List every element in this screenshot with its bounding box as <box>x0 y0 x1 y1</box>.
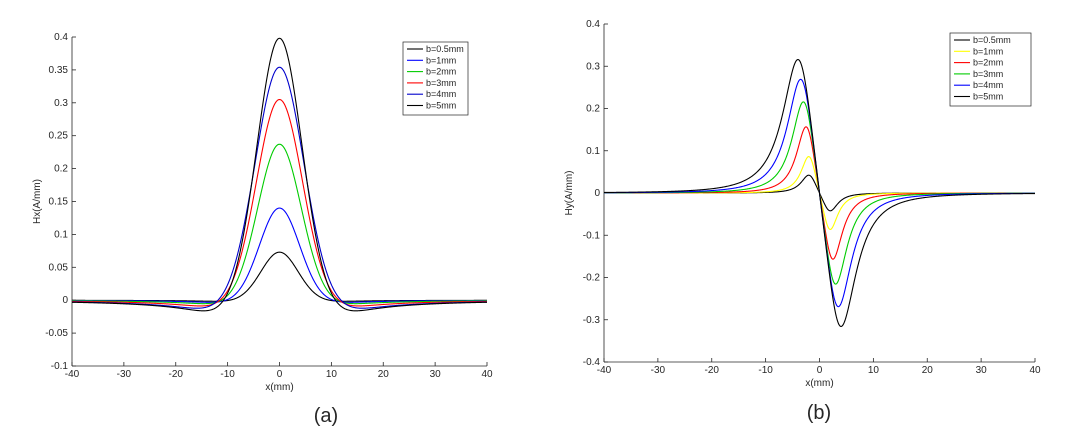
series-line <box>71 66 488 309</box>
legend-entry: b=3mm <box>973 69 1003 79</box>
y-tick-label: 0.35 <box>49 65 69 76</box>
legend-entry: b=5mm <box>973 92 1003 102</box>
legend-box <box>402 41 469 116</box>
x-tick-label: 10 <box>326 369 338 380</box>
x-tick-label: 40 <box>481 369 493 380</box>
x-tick-label: -30 <box>651 365 666 376</box>
legend-entry: b=4mm <box>973 80 1003 90</box>
y-tick-label: 0.05 <box>49 262 69 273</box>
legend-entry: b=1mm <box>426 55 456 65</box>
y-tick-label: 0.1 <box>54 229 68 240</box>
x-tick-label: -10 <box>758 365 773 376</box>
legend-entry: b=3mm <box>426 78 456 88</box>
legend-entry: b=2mm <box>973 58 1003 68</box>
x-tick-label: -20 <box>169 369 184 380</box>
chart-panel-a: -40 -30 -20 -10 0 10 20 30 40 -0.1 -0.05 0 0.05 0.1 0.… <box>32 32 493 427</box>
y-tick-label: -0.3 <box>583 315 601 326</box>
x-tick-label: 0 <box>817 365 823 376</box>
x-tick-label: -40 <box>597 365 612 376</box>
legend-box <box>949 32 1032 107</box>
y-tick-label: 0.3 <box>586 61 600 72</box>
legend-entry: b=0.5mm <box>426 44 464 54</box>
y-tick-label: 0.2 <box>54 164 68 175</box>
legend-entry: b=5mm <box>426 101 456 111</box>
legend-entry: b=1mm <box>973 46 1003 56</box>
x-tick-label: 40 <box>1029 365 1041 376</box>
x-tick-label: -10 <box>220 369 235 380</box>
series-line <box>71 251 488 302</box>
y-tick-label: 0 <box>62 295 68 306</box>
y-tick-label: 0.2 <box>586 104 600 115</box>
x-tick-label: 30 <box>976 365 988 376</box>
y-tick-label: 0.4 <box>586 19 600 30</box>
y-tick-label: -0.4 <box>583 357 601 368</box>
legend-entry: b=0.5mm <box>973 35 1011 45</box>
series-line <box>72 143 487 305</box>
y-tick-label: 0.3 <box>54 98 68 109</box>
series-line <box>72 207 487 303</box>
y-tick-label: 0 <box>594 188 600 199</box>
x-tick-label: 20 <box>378 369 390 380</box>
chart-panel-b: -40 -30 -20 -10 0 10 20 30 40 -0.4 -0.3 -0.2 -0.1 0 0.… <box>564 19 1041 424</box>
panel-caption: (b) <box>807 402 831 424</box>
legend-entry: b=4mm <box>426 89 456 99</box>
x-tick-label: 30 <box>430 369 442 380</box>
y-tick-label: 0.1 <box>586 146 600 157</box>
y-tick-label: 0.4 <box>54 32 68 43</box>
legend-entry: b=2mm <box>426 67 456 77</box>
y-tick-label: 0.25 <box>49 131 69 142</box>
x-tick-label: 0 <box>277 369 283 380</box>
series-line <box>71 37 488 312</box>
x-tick-label: -20 <box>705 365 720 376</box>
y-tick-label: -0.1 <box>583 230 601 241</box>
x-tick-label: -30 <box>117 369 132 380</box>
panel-caption: (a) <box>314 405 338 427</box>
y-axis-label: Hx(A/mm) <box>32 179 43 224</box>
x-tick-label: 20 <box>922 365 934 376</box>
y-tick-label: -0.2 <box>583 273 601 284</box>
x-axis-label: x(mm) <box>265 382 293 393</box>
y-tick-label: 0.15 <box>49 197 69 208</box>
x-axis-label: x(mm) <box>805 378 833 389</box>
series-line <box>71 98 488 307</box>
y-axis-label: Hy(A/mm) <box>564 171 575 216</box>
x-tick-label: -40 <box>65 369 80 380</box>
x-tick-label: 10 <box>868 365 880 376</box>
y-tick-label: -0.1 <box>51 361 69 372</box>
y-tick-label: -0.05 <box>45 328 68 339</box>
series-line <box>603 58 1036 328</box>
